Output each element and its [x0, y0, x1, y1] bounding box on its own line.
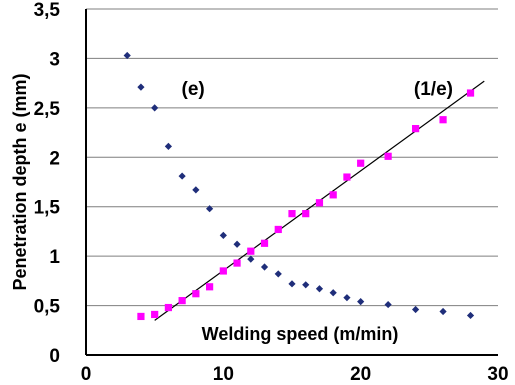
diamond-point — [357, 298, 365, 306]
square-point — [466, 89, 475, 97]
square-point — [439, 116, 447, 124]
square-point — [137, 312, 145, 321]
diamond-point — [302, 281, 310, 289]
square-point — [260, 239, 269, 247]
diamond-point — [164, 142, 172, 151]
annotation-label: (e) — [182, 79, 205, 100]
square-point — [178, 297, 186, 305]
diamond-point — [178, 172, 186, 180]
tick-labels: 0 0,5 1 1,5 2 2,5 3 3,5 0 10 20 30 — [34, 0, 509, 385]
x-tick-label: 30 — [487, 364, 508, 385]
y-tick-label: 3,5 — [34, 0, 61, 21]
grid-lines — [86, 8, 498, 307]
x-tick-label: 20 — [350, 364, 371, 385]
square-point — [302, 210, 310, 218]
diamond-point — [439, 307, 447, 316]
y-tick-label: 1 — [49, 247, 60, 268]
diamond-point — [412, 305, 420, 314]
square-point — [151, 310, 159, 319]
y-tick-label: 1,5 — [34, 198, 61, 219]
diamond-point — [329, 289, 337, 297]
x-axis-label: Welding speed (m/min) — [202, 324, 399, 344]
diamond-point — [137, 83, 145, 91]
annotations: (e) (1/e) — [182, 79, 453, 100]
diamond-point — [384, 300, 392, 309]
annotation-label: (1/e) — [414, 79, 453, 100]
square-point — [357, 159, 365, 167]
square-point — [192, 290, 200, 298]
y-tick-label: 3 — [49, 49, 60, 70]
diamond-point — [219, 231, 227, 239]
diamond-point — [151, 104, 159, 112]
diamond-point — [123, 51, 131, 60]
diamond-point — [233, 240, 241, 248]
square-point — [412, 125, 420, 133]
square-point — [315, 199, 324, 207]
square-point — [219, 267, 227, 275]
square-point — [343, 173, 351, 181]
y-tick-label: 0,5 — [34, 297, 61, 318]
diamond-point — [466, 311, 475, 320]
diamond-point — [206, 205, 214, 213]
diamond-point — [274, 270, 282, 278]
square-point — [288, 210, 296, 218]
data-points — [123, 51, 475, 321]
square-point — [164, 303, 172, 312]
square-point — [233, 259, 241, 267]
diamond-point — [343, 294, 351, 302]
x-tick-label: 0 — [81, 364, 92, 385]
diamond-point — [192, 186, 200, 194]
diamond-point — [260, 263, 269, 271]
diamond-point — [288, 280, 296, 288]
square-point — [329, 191, 337, 199]
diamond-point — [247, 255, 255, 263]
square-point — [274, 225, 282, 234]
diamond-point — [315, 285, 324, 293]
x-tick-label: 10 — [213, 364, 234, 385]
y-tick-label: 0 — [49, 346, 60, 367]
y-axis-label: Penetration depth e (mm) — [10, 73, 30, 290]
y-tick-label: 2 — [49, 148, 60, 169]
square-point — [384, 152, 392, 160]
axes — [85, 9, 498, 356]
square-point — [206, 283, 214, 291]
y-tick-label: 2,5 — [34, 99, 61, 120]
square-point — [247, 247, 255, 255]
